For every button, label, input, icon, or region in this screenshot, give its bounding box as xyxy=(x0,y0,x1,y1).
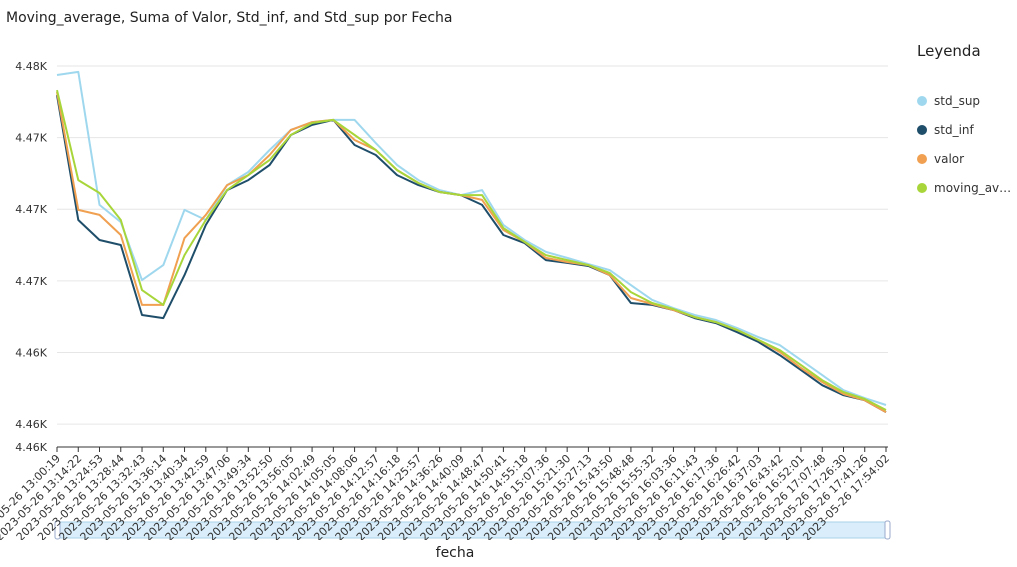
y-tick-label: 4.46K xyxy=(15,418,47,431)
y-tick-label: 4.47K xyxy=(15,275,47,288)
legend-item[interactable]: moving_average xyxy=(917,173,1015,202)
x-axis-label: fecha xyxy=(435,545,475,561)
chart-title: Moving_average, Suma of Valor, Std_inf, … xyxy=(6,10,453,26)
y-tick-label: 4.47K xyxy=(15,203,47,216)
legend-label: valor xyxy=(934,151,965,166)
scroll-handle[interactable] xyxy=(54,520,61,540)
legend-label: moving_average xyxy=(934,180,1015,195)
legend-marker xyxy=(917,124,927,135)
legend-item[interactable]: std_inf xyxy=(917,115,1015,144)
legend-marker xyxy=(917,153,927,164)
y-tick-label: 4.46K xyxy=(15,346,47,359)
series-line xyxy=(56,94,887,413)
legend-label: std_inf xyxy=(934,122,974,137)
legend-marker xyxy=(917,182,927,193)
legend-item[interactable]: std_sup xyxy=(917,86,1015,115)
series-line xyxy=(56,70,887,406)
legend-title: Leyenda xyxy=(917,42,981,60)
y-tick-label: 4.47K xyxy=(15,132,47,145)
legend-label: std_sup xyxy=(934,93,981,108)
legend-item[interactable]: valor xyxy=(917,144,1015,173)
series-line xyxy=(56,89,887,411)
legend-marker xyxy=(917,95,927,106)
y-tick-label: 4.46K xyxy=(15,441,47,454)
y-tick-label: 4.48K xyxy=(15,60,47,73)
series-line xyxy=(56,91,887,413)
scroll-handle[interactable] xyxy=(884,520,891,540)
chart: 4.46K 4.46K 4.46K 4.47K 4.47K 4.47K 4.48K 2023-… xyxy=(0,60,892,540)
